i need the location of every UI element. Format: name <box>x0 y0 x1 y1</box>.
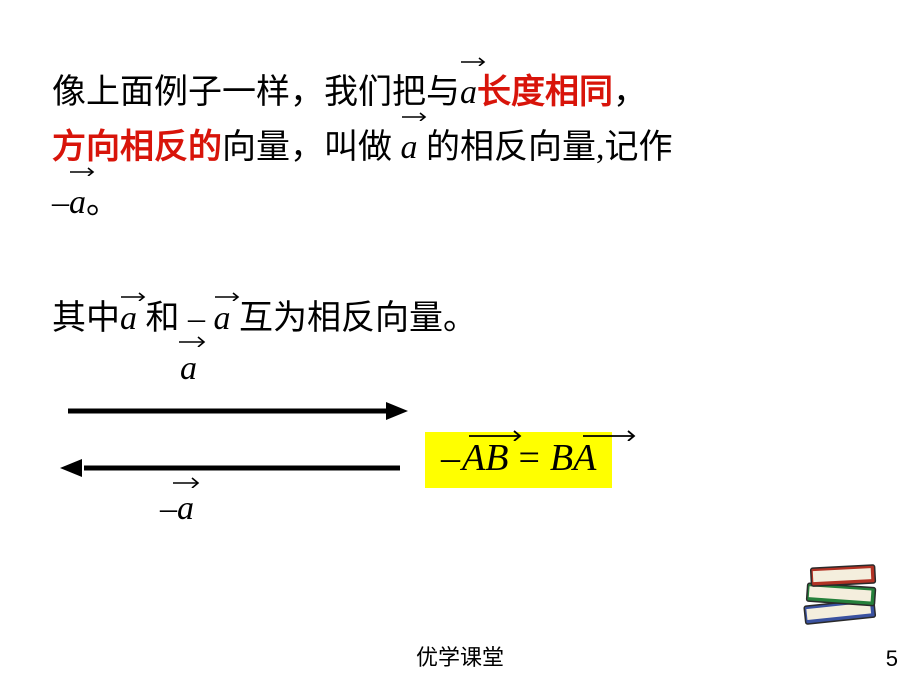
vector-a-symbol: a <box>177 490 194 527</box>
vector-arrow-icon <box>582 429 640 441</box>
books-icon <box>790 550 885 635</box>
vector-arrow-bottom <box>0 0 920 690</box>
slide: { "text": { "p1_seg1": "像上面例子一样，我们把与", "… <box>0 0 920 690</box>
page-number: 5 <box>886 646 898 672</box>
formula-ba: BA <box>550 437 596 479</box>
formula-ab: AB <box>462 437 508 479</box>
label-vector-neg-a: –a <box>160 490 194 528</box>
neg-sign: – <box>160 490 177 527</box>
formula-eq: = <box>508 437 549 479</box>
vector-arrow-icon <box>172 476 202 488</box>
formula-minus: – <box>441 437 460 479</box>
footer-text: 优学课堂 <box>0 640 920 672</box>
vector-arrow-icon <box>468 429 526 441</box>
formula-highlight: –AB=BA <box>425 432 612 488</box>
